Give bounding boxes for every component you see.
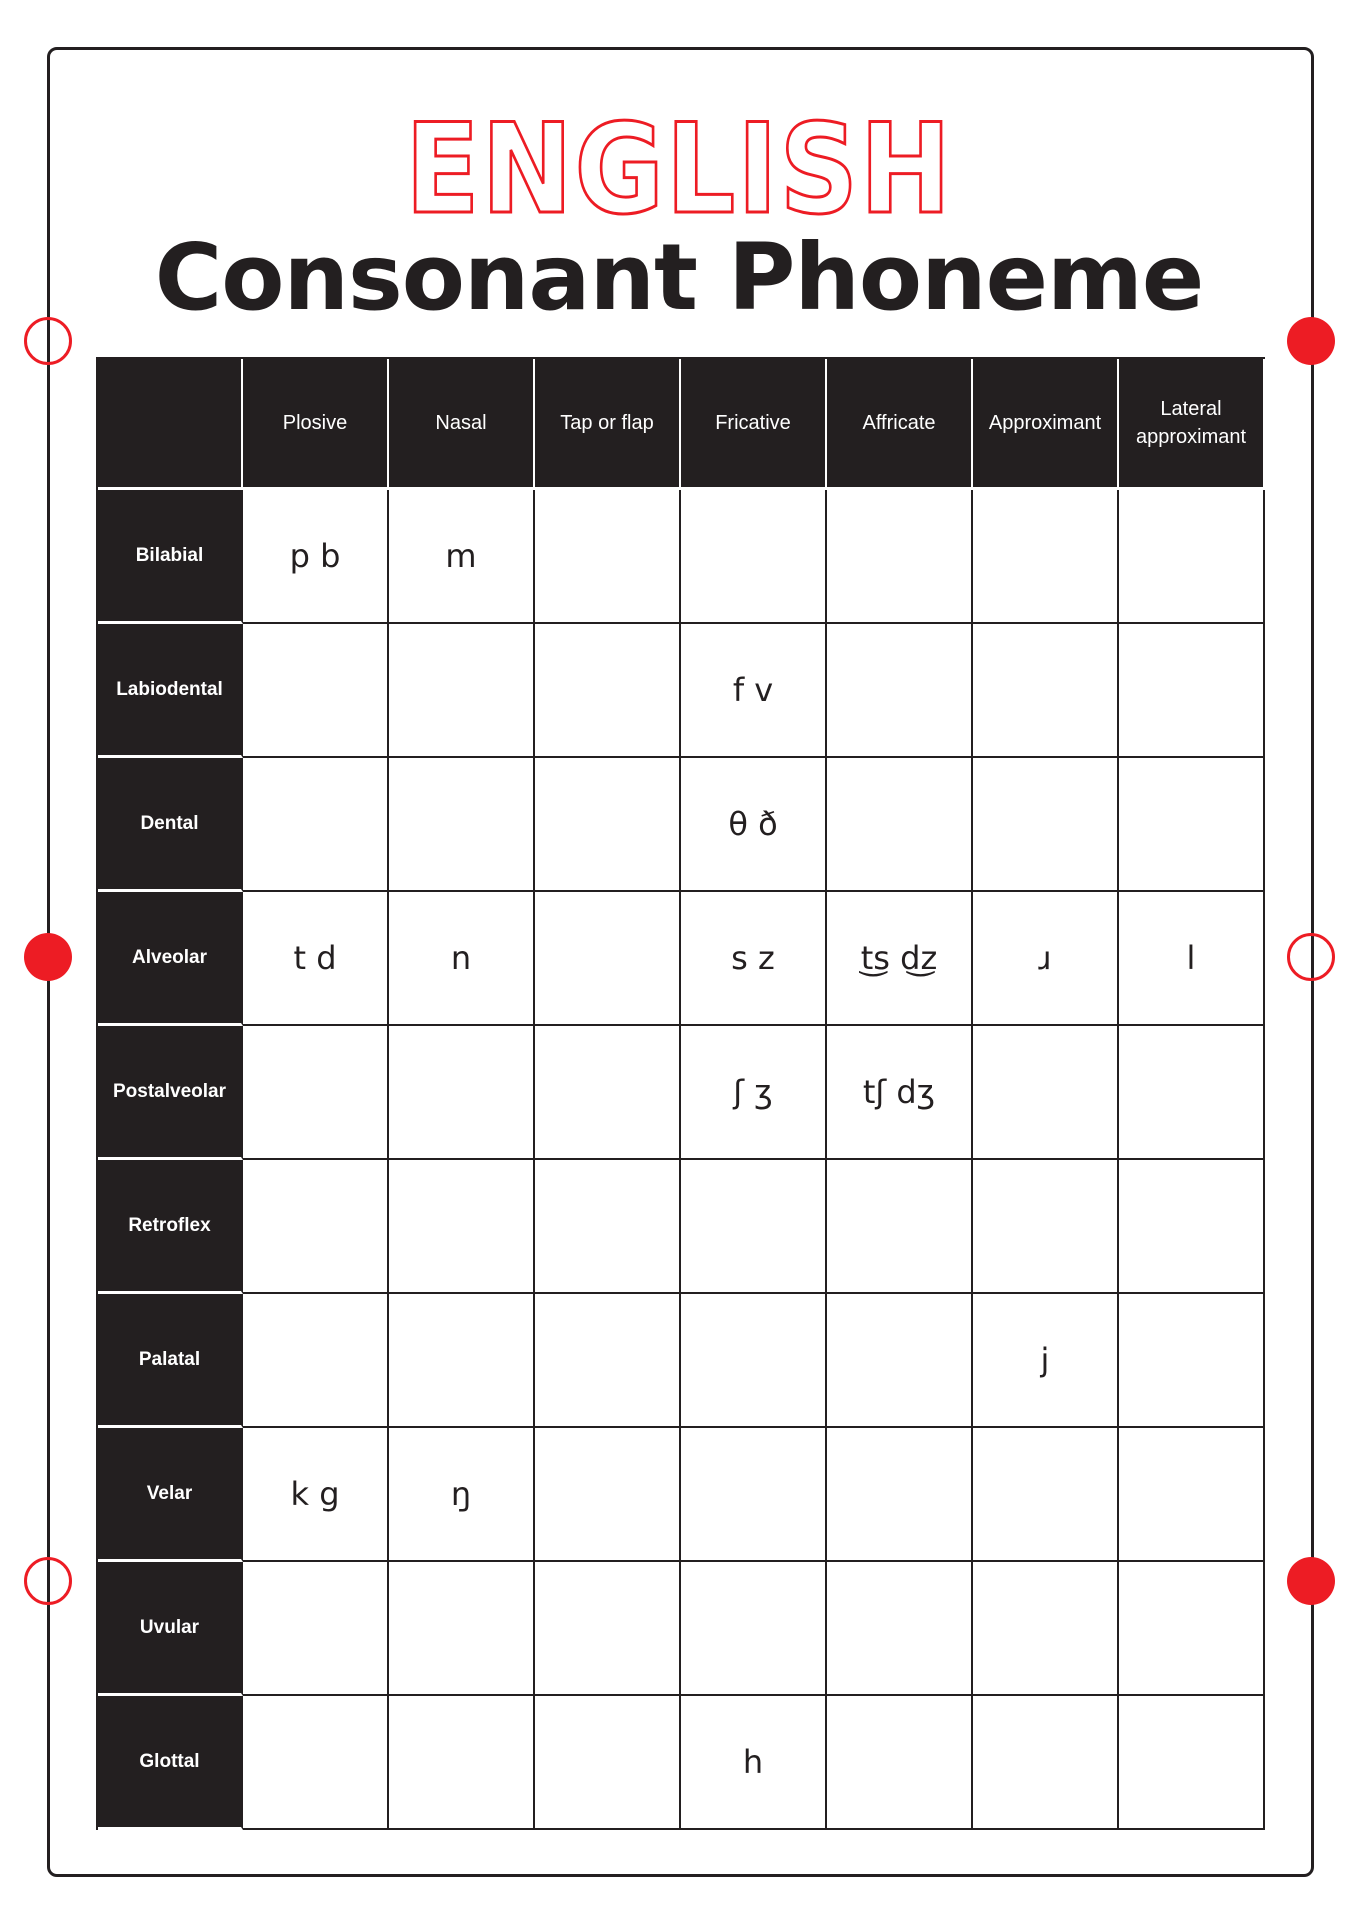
table-cell — [243, 1562, 389, 1696]
table-cell — [827, 1562, 973, 1696]
binder-ring-filled-icon — [24, 933, 72, 981]
binder-ring-hollow-icon — [1287, 933, 1335, 981]
row-header: Dental — [98, 758, 243, 892]
column-header: Nasal — [389, 359, 535, 490]
table-cell: ɹ — [973, 892, 1119, 1026]
row-header: Labiodental — [98, 624, 243, 758]
title-english: ENGLISH — [404, 98, 953, 242]
table-cell: l — [1119, 892, 1265, 1026]
table-cell: f v — [681, 624, 827, 758]
row-header: Bilabial — [98, 490, 243, 624]
table-cell — [389, 1294, 535, 1428]
table-cell: m — [389, 490, 535, 624]
title-consonant-phoneme: Consonant Phoneme — [154, 224, 1205, 331]
table-cell — [389, 758, 535, 892]
consonant-table: Plosive Nasal Tap or flap Fricative Affricat… — [96, 357, 1265, 1830]
table-cell — [1119, 1160, 1265, 1294]
table-cell — [535, 892, 681, 1026]
table-cell — [681, 490, 827, 624]
table-cell: n — [389, 892, 535, 1026]
table-cell — [535, 624, 681, 758]
table-cell — [827, 1428, 973, 1562]
table-cell — [243, 1026, 389, 1160]
table-cell — [1119, 490, 1265, 624]
table-cell — [973, 624, 1119, 758]
table-cell: ʃ ʒ — [681, 1026, 827, 1160]
table-cell — [535, 1428, 681, 1562]
row-header: Palatal — [98, 1294, 243, 1428]
table-cell — [1119, 1428, 1265, 1562]
table-cell — [535, 758, 681, 892]
table-cell — [973, 1026, 1119, 1160]
binder-ring-filled-icon — [1287, 317, 1335, 365]
row-header: Glottal — [98, 1696, 243, 1830]
column-header: Tap or flap — [535, 359, 681, 490]
table-cell — [681, 1160, 827, 1294]
table-cell — [1119, 1562, 1265, 1696]
table-cell — [973, 1696, 1119, 1830]
table-cell — [535, 490, 681, 624]
row-header: Uvular — [98, 1562, 243, 1696]
binder-ring-filled-icon — [1287, 1557, 1335, 1605]
table-cell — [681, 1294, 827, 1428]
row-header: Postalveolar — [98, 1026, 243, 1160]
table-cell — [681, 1428, 827, 1562]
table-cell — [681, 1562, 827, 1696]
table-cell — [827, 490, 973, 624]
column-header: Affricate — [827, 359, 973, 490]
table-cell: h — [681, 1696, 827, 1830]
table-cell: θ ð — [681, 758, 827, 892]
column-header: Plosive — [243, 359, 389, 490]
row-header: Velar — [98, 1428, 243, 1562]
row-header: Retroflex — [98, 1160, 243, 1294]
table-cell — [973, 1428, 1119, 1562]
table-cell: t͜s d͜z — [827, 892, 973, 1026]
table-cell — [1119, 1696, 1265, 1830]
table-cell: p b — [243, 490, 389, 624]
table-cell — [827, 1294, 973, 1428]
table-cell — [389, 1696, 535, 1830]
table-cell — [389, 624, 535, 758]
table-cell — [243, 758, 389, 892]
table-cell — [827, 758, 973, 892]
table-cell — [827, 624, 973, 758]
table-cell — [535, 1160, 681, 1294]
table-cell — [535, 1294, 681, 1428]
column-header: Approximant — [973, 359, 1119, 490]
table-cell — [973, 1160, 1119, 1294]
table-cell: ŋ — [389, 1428, 535, 1562]
table-cell — [243, 1160, 389, 1294]
table-cell — [389, 1026, 535, 1160]
table-cell — [1119, 758, 1265, 892]
row-header: Alveolar — [98, 892, 243, 1026]
column-header: Fricative — [681, 359, 827, 490]
table-cell: k g — [243, 1428, 389, 1562]
table-cell — [243, 1696, 389, 1830]
table-cell — [535, 1696, 681, 1830]
table-cell — [1119, 624, 1265, 758]
binder-ring-hollow-icon — [24, 1557, 72, 1605]
table-cell: j — [973, 1294, 1119, 1428]
table-cell: tʃ dʒ — [827, 1026, 973, 1160]
table-cell — [827, 1696, 973, 1830]
table-cell — [389, 1562, 535, 1696]
table-cell: t d — [243, 892, 389, 1026]
table-cell — [243, 624, 389, 758]
table-cell — [535, 1562, 681, 1696]
table-corner-header — [98, 359, 243, 490]
table-cell — [243, 1294, 389, 1428]
binder-ring-hollow-icon — [24, 317, 72, 365]
table-cell — [973, 490, 1119, 624]
table-cell — [535, 1026, 681, 1160]
table-cell — [389, 1160, 535, 1294]
table-cell: s z — [681, 892, 827, 1026]
table-cell — [827, 1160, 973, 1294]
table-cell — [973, 1562, 1119, 1696]
column-header: Lateral approximant — [1119, 359, 1265, 490]
table-cell — [1119, 1294, 1265, 1428]
table-cell — [1119, 1026, 1265, 1160]
table-cell — [973, 758, 1119, 892]
